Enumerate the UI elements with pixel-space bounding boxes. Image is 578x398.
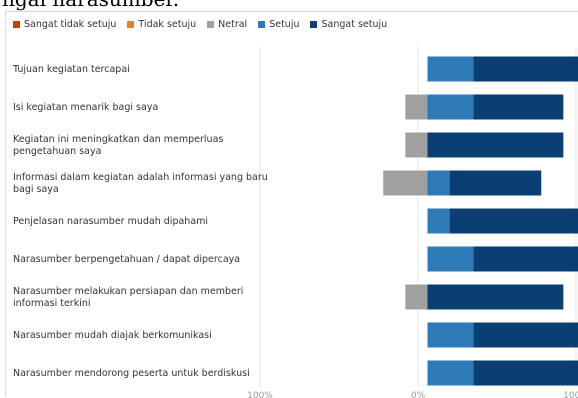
legend-swatch [310, 21, 318, 28]
bar-segment-sangat-setuju[interactable] [449, 208, 578, 234]
bar-segment-setuju[interactable] [427, 360, 474, 386]
legend-label: Tidak setuju [138, 19, 197, 30]
row-label: Penjelasan narasumber mudah dipahami [13, 216, 208, 227]
bar-segment-setuju[interactable] [427, 208, 450, 234]
x-tick-label: 0% [411, 391, 426, 398]
legend-label: Netral [218, 19, 248, 30]
bar-segment-netral[interactable] [405, 284, 428, 310]
legend-swatch [127, 21, 135, 28]
row-label: Isi kegiatan menarik bagi saya [13, 102, 158, 113]
legend-item-setuju[interactable]: Setuju [258, 19, 299, 30]
legend-label: Sangat tidak setuju [24, 19, 117, 30]
legend-label: Setuju [269, 19, 300, 30]
row-label: Kegiatan ini meningkatkan dan memperluas… [13, 134, 223, 157]
legend-item-netral[interactable]: Netral [207, 19, 247, 30]
bar-segment-netral[interactable] [405, 94, 428, 120]
diverging-bar-chart: 100% 0% 100% Tujuan kegiatan tercapai Isi ke… [12, 47, 578, 398]
bar-segment-sangat-setuju[interactable] [473, 56, 578, 82]
legend-swatch [13, 21, 20, 28]
bar-segment-setuju[interactable] [427, 56, 474, 82]
legend-swatch [207, 21, 215, 28]
bar-segment-sangat-setuju[interactable] [427, 132, 564, 158]
bar-segment-sangat-setuju[interactable] [449, 170, 542, 196]
x-tick-label: 100% [563, 391, 578, 398]
row-label: Narasumber mudah diajak berkomunikasi [13, 330, 212, 341]
row-label: Tujuan kegiatan tercapai [12, 64, 130, 75]
legend-item-tidak-setuju[interactable]: Tidak setuju [127, 19, 196, 30]
bar-segment-sangat-setuju[interactable] [473, 322, 578, 348]
bar-segment-sangat-setuju[interactable] [427, 284, 564, 310]
bar-segment-setuju[interactable] [427, 246, 474, 272]
bar-segment-setuju[interactable] [427, 94, 474, 120]
bar-segment-setuju[interactable] [427, 322, 474, 348]
legend-item-sangat-setuju[interactable]: Sangat setuju [310, 19, 387, 30]
chart-legend: Sangat tidak setuju Tidak setuju Netral Set… [13, 19, 387, 30]
bar-segment-netral[interactable] [405, 132, 428, 158]
legend-swatch [258, 21, 266, 28]
row-label: Informasi dalam kegiatan adalah informas… [13, 172, 268, 195]
bar-segment-sangat-setuju[interactable] [473, 360, 578, 386]
x-tick-label: 100% [247, 391, 273, 398]
bar-segment-sangat-setuju[interactable] [473, 246, 578, 272]
bar-segment-netral[interactable] [383, 170, 428, 196]
row-label: Narasumber mendorong peserta untuk berdi… [13, 368, 250, 379]
bar-segment-sangat-setuju[interactable] [473, 94, 564, 120]
legend-item-sangat-tidak-setuju[interactable]: Sangat tidak setuju [13, 19, 116, 30]
row-label: Narasumber berpengetahuan / dapat diperc… [13, 254, 240, 265]
legend-label: Sangat setuju [321, 19, 388, 30]
chart-panel: Sangat tidak setuju Tidak setuju Netral Set… [5, 11, 578, 398]
row-label: Narasumber melakukan persiapan dan membe… [13, 286, 243, 309]
bar-segment-setuju[interactable] [427, 170, 450, 196]
header-text: ngai narasumber. [2, 0, 179, 11]
